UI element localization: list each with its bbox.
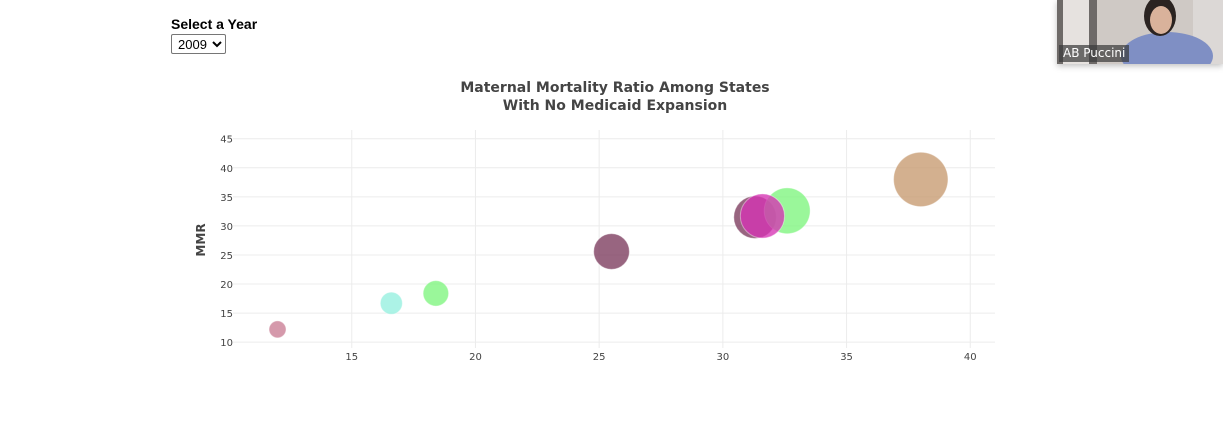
x-tick-label: 20	[469, 352, 482, 363]
data-bubble[interactable]	[422, 280, 450, 307]
video-call-tile[interactable]: AB Puccini	[1057, 0, 1223, 64]
year-selector: Select a Year 2009	[171, 16, 257, 54]
data-bubble[interactable]	[379, 291, 403, 315]
y-tick-label: 45	[220, 135, 233, 146]
participant-video	[1057, 0, 1223, 64]
year-label: Select a Year	[171, 16, 258, 32]
x-tick-label: 30	[716, 352, 729, 363]
y-tick-label: 15	[220, 309, 233, 320]
chart-title-line-2: With No Medicaid Expansion	[503, 98, 727, 114]
y-tick-label: 25	[220, 251, 233, 262]
gridlines	[233, 130, 995, 348]
data-bubble[interactable]	[739, 193, 786, 239]
data-bubble[interactable]	[893, 151, 949, 208]
y-tick-label: 10	[220, 338, 233, 349]
axes: 15 20 25 30 35 40 10 15 20 25 30 35 40 45	[220, 135, 976, 363]
participant-name: AB Puccini	[1059, 45, 1130, 62]
y-tick-label: 40	[220, 164, 233, 175]
y-tick-label: 35	[220, 193, 233, 204]
y-tick-label: 30	[220, 222, 233, 233]
bubbles	[268, 151, 949, 339]
x-tick-label: 25	[593, 352, 606, 363]
y-axis-label: MMR	[194, 223, 208, 256]
data-bubble[interactable]	[268, 320, 287, 339]
y-tick-label: 20	[220, 280, 233, 291]
year-dropdown[interactable]: 2009	[171, 34, 226, 54]
data-bubble[interactable]	[593, 233, 630, 270]
x-tick-label: 35	[840, 352, 853, 363]
x-tick-label: 15	[345, 352, 358, 363]
x-tick-label: 40	[964, 352, 977, 363]
chart-title-line-1: Maternal Mortality Ratio Among States	[460, 80, 769, 96]
